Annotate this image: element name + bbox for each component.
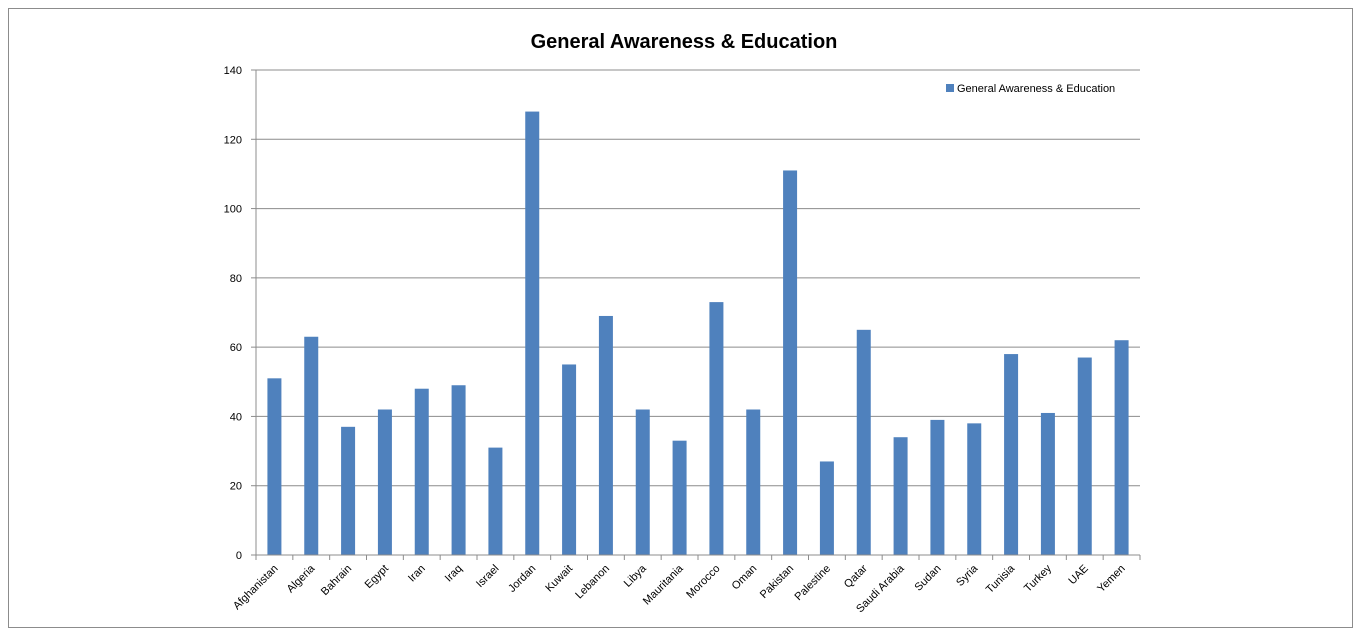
x-tick-label: Egypt [363, 563, 391, 591]
x-tick-label: Turkey [1022, 562, 1054, 594]
x-tick-label: Qatar [842, 562, 870, 590]
bar [488, 447, 503, 555]
x-tick-label: Palestine [793, 563, 833, 603]
bar [709, 302, 724, 555]
x-tick-label: Iraq [443, 563, 465, 585]
bar [451, 385, 466, 555]
y-tick-label: 0 [236, 550, 242, 562]
bar [562, 364, 577, 555]
y-tick-label: 60 [230, 342, 242, 354]
x-tick-label: Lebanon [573, 563, 612, 602]
bar [967, 423, 982, 555]
y-tick-label: 80 [230, 273, 242, 285]
y-tick-label: 120 [224, 134, 242, 146]
bar [1004, 354, 1019, 555]
x-tick-label: Iran [406, 563, 428, 585]
bars [267, 111, 1129, 556]
x-tick-label: Sudan [913, 563, 944, 594]
y-tick-label: 40 [230, 411, 242, 423]
x-tick-labels: Afghanistan Algeria Bahrain Egypt Iran Iraq Is… [231, 562, 1128, 615]
bar [856, 329, 871, 555]
y-tick-label: 20 [230, 481, 242, 493]
gridlines [256, 69, 1140, 487]
legend: General Awareness & Education [946, 83, 1115, 95]
bar [1040, 412, 1055, 555]
y-tick-label: 140 [224, 65, 242, 77]
x-tick-label: Mauritania [641, 562, 686, 607]
x-tick-label: Pakistan [758, 563, 796, 601]
bar [819, 461, 834, 555]
x-tick-label: UAE [1066, 563, 1090, 587]
bar [893, 437, 908, 555]
x-tick-label: Libya [622, 562, 650, 590]
bar [377, 409, 392, 555]
bar [635, 409, 650, 555]
x-tick-label: Morocco [684, 563, 722, 601]
x-tick-label: Tunisia [984, 562, 1018, 596]
bar [304, 336, 319, 555]
bar [267, 378, 282, 555]
bar [746, 409, 761, 555]
x-tick-label: Algeria [285, 562, 318, 595]
axes [251, 69, 1141, 560]
x-tick-label: Bahrain [319, 563, 354, 598]
bar [341, 426, 356, 555]
x-tick-label: Israel [474, 563, 502, 591]
chart-title: General Awareness & Education [531, 31, 838, 53]
bar [930, 419, 945, 555]
bar [1077, 357, 1092, 555]
x-tick-label: Oman [730, 563, 760, 593]
bar [1114, 340, 1129, 555]
x-tick-label: Kuwait [543, 563, 575, 595]
bar [525, 111, 540, 556]
x-tick-label: Syria [954, 562, 981, 589]
x-tick-label: Afghanistan [231, 563, 281, 613]
legend-label: General Awareness & Education [957, 83, 1115, 95]
y-tick-labels: 0 20 40 60 80 100 120 140 [224, 65, 242, 562]
x-tick-label: Jordan [506, 563, 538, 595]
y-tick-label: 100 [224, 204, 242, 216]
x-tick-label: Yemen [1095, 563, 1127, 595]
bar [598, 315, 613, 555]
legend-swatch [946, 84, 954, 92]
bar [783, 170, 798, 555]
bar [672, 440, 687, 555]
bar [414, 388, 429, 555]
